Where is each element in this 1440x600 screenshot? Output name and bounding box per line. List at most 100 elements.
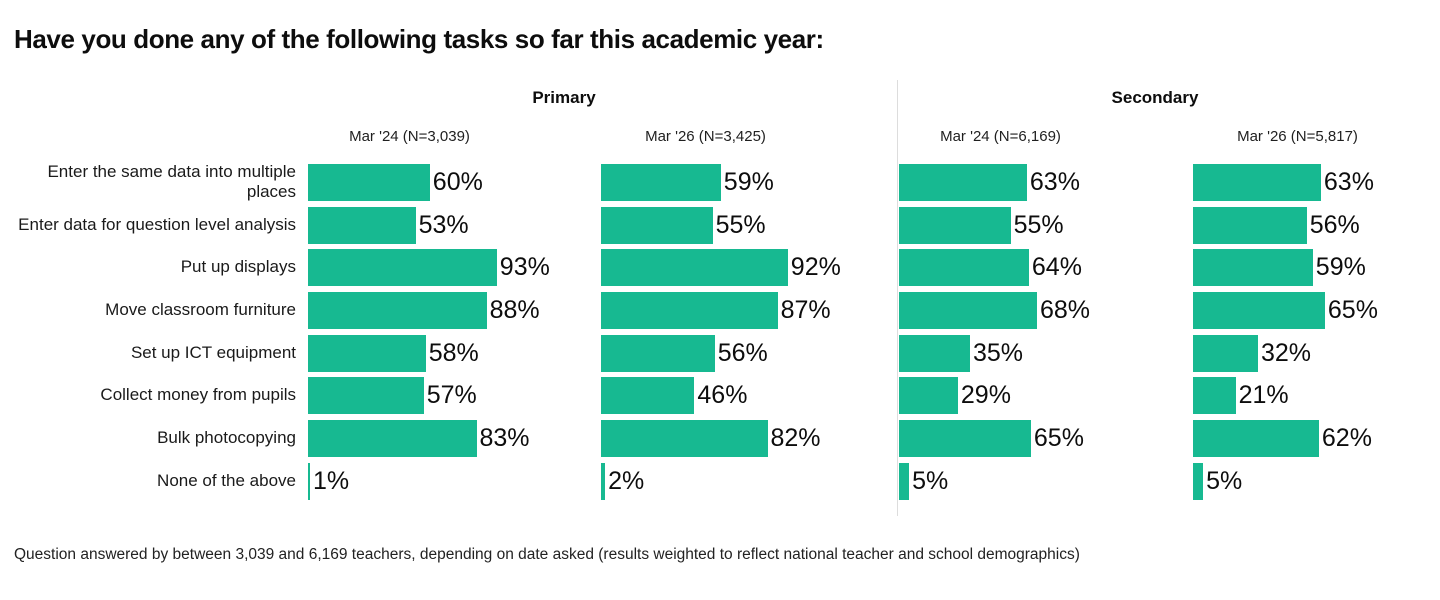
bar-value-label: 55% <box>1013 210 1064 239</box>
bar-value-label: 57% <box>426 381 477 410</box>
bar-row: 93% <box>308 246 600 289</box>
bar <box>308 291 487 329</box>
bar-row: 63% <box>1193 161 1440 204</box>
bar-value-label: 5% <box>1206 466 1243 495</box>
bar-row: 88% <box>308 289 600 332</box>
row-label-text: Enter the same data into multiple places <box>47 161 296 202</box>
bar-row: 59% <box>1193 246 1440 289</box>
bar-row: 83% <box>308 417 600 460</box>
bar-row: 58% <box>308 332 600 375</box>
bar-row: 57% <box>308 374 600 417</box>
bar <box>1193 462 1204 500</box>
row-label-text: None of the above <box>157 470 296 490</box>
bar-row: 82% <box>601 417 893 460</box>
footnote: Question answered by between 3,039 and 6… <box>14 546 1080 563</box>
bar <box>1193 206 1307 244</box>
bar <box>601 206 713 244</box>
bar-value-label: 64% <box>1031 253 1082 282</box>
bar-value-label: 32% <box>1261 338 1312 367</box>
row-label: Bulk photocopying <box>16 417 296 460</box>
bar-value-label: 56% <box>717 338 768 367</box>
row-label: Enter data for question level analysis <box>16 204 296 247</box>
bar <box>1193 249 1313 287</box>
row-label: Set up ICT equipment <box>16 332 296 375</box>
bar <box>308 377 424 415</box>
bar <box>899 334 970 372</box>
row-label-text: Move classroom furniture <box>105 300 296 320</box>
bar-value-label: 88% <box>489 295 540 324</box>
bar <box>899 419 1031 457</box>
bar-value-label: 93% <box>499 253 550 282</box>
bar-row: 65% <box>899 417 1191 460</box>
category-labels: Enter the same data into multiple places… <box>0 161 303 503</box>
bar-row: 21% <box>1193 374 1440 417</box>
bar-value-label: 83% <box>479 423 530 452</box>
bar-value-label: 56% <box>1309 210 1360 239</box>
bar-value-label: 59% <box>723 167 774 196</box>
bar-column-1: 59% 55% 92% 87% 56% 46% 82% 2% <box>601 161 893 503</box>
column-subheader-primary-mar26: Mar '26 (N=3,425) <box>645 128 766 145</box>
bar-row: 59% <box>601 161 893 204</box>
bar-value-label: 63% <box>1323 167 1374 196</box>
bar <box>899 377 958 415</box>
bar-value-label: 63% <box>1029 167 1080 196</box>
chart-title: Have you done any of the following tasks… <box>14 24 824 54</box>
bar-value-label: 46% <box>697 381 748 410</box>
bar <box>1193 163 1321 201</box>
bar-row: 55% <box>899 204 1191 247</box>
bar <box>601 334 715 372</box>
bar-row: 62% <box>1193 417 1440 460</box>
bar-value-label: 1% <box>313 466 350 495</box>
bar <box>899 206 1011 244</box>
bar-row: 1% <box>308 460 600 503</box>
bar-value-label: 2% <box>608 466 645 495</box>
bar <box>601 291 778 329</box>
row-label: Collect money from pupils <box>16 374 296 417</box>
bar-row: 60% <box>308 161 600 204</box>
bar <box>601 419 768 457</box>
column-subheader-secondary-mar26: Mar '26 (N=5,817) <box>1237 128 1358 145</box>
bar-column-3: 63% 56% 59% 65% 32% 21% 62% 5% <box>1193 161 1440 503</box>
bar <box>308 206 416 244</box>
column-subheader-primary-mar24: Mar '24 (N=3,039) <box>349 128 470 145</box>
bar-value-label: 59% <box>1315 253 1366 282</box>
bar-row: 68% <box>899 289 1191 332</box>
bar-row: 32% <box>1193 332 1440 375</box>
bar-value-label: 29% <box>960 381 1011 410</box>
bar-value-label: 65% <box>1033 423 1084 452</box>
bar-value-label: 92% <box>790 253 841 282</box>
bar <box>308 419 477 457</box>
bar-row: 87% <box>601 289 893 332</box>
bar <box>1193 291 1325 329</box>
bar-value-label: 5% <box>912 466 949 495</box>
bar-value-label: 62% <box>1321 423 1372 452</box>
bar <box>899 249 1029 287</box>
bar-value-label: 60% <box>432 167 483 196</box>
group-header-secondary: Secondary <box>1111 88 1199 107</box>
bar-value-label: 21% <box>1238 381 1289 410</box>
bar <box>601 462 606 500</box>
bar <box>308 462 310 500</box>
bar-value-label: 68% <box>1040 295 1091 324</box>
bar <box>601 163 721 201</box>
bar <box>308 334 426 372</box>
bar-row: 2% <box>601 460 893 503</box>
group-header-primary: Primary <box>532 88 596 107</box>
bar-row: 5% <box>1193 460 1440 503</box>
bar <box>601 249 788 287</box>
row-label-text: Set up ICT equipment <box>130 342 296 362</box>
row-label-text: Enter data for question level analysis <box>18 214 296 234</box>
bar-row: 56% <box>1193 204 1440 247</box>
row-label: Enter the same data into multiple places <box>16 161 296 204</box>
bar-value-label: 53% <box>418 210 469 239</box>
bar-value-label: 65% <box>1327 295 1378 324</box>
bar-row: 55% <box>601 204 893 247</box>
bar <box>899 462 910 500</box>
bar <box>308 163 430 201</box>
row-label-text: Put up displays <box>180 257 296 277</box>
row-label-text: Collect money from pupils <box>100 385 296 405</box>
row-label-text: Bulk photocopying <box>157 428 296 448</box>
bar-value-label: 82% <box>770 423 821 452</box>
row-label: Move classroom furniture <box>16 289 296 332</box>
